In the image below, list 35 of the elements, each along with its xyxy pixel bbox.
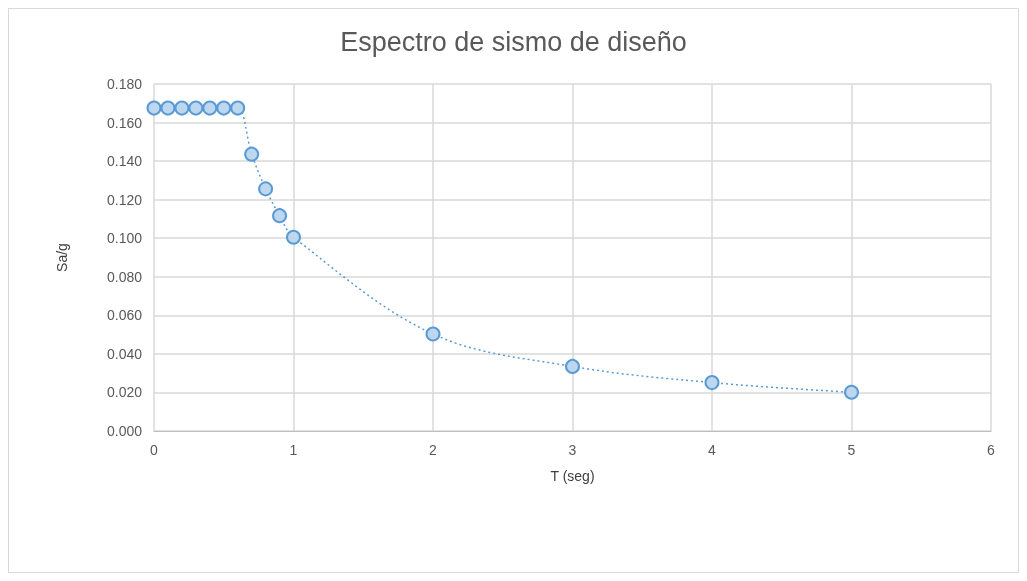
y-tick-label: 0.060 <box>106 307 143 324</box>
x-tick-label: 0 <box>150 442 159 458</box>
y-tick-label: 0.180 <box>106 76 143 92</box>
y-tick-label: 0.100 <box>106 230 143 247</box>
x-tick-label: 2 <box>429 442 438 458</box>
y-tick-label: 0.140 <box>106 153 143 170</box>
point <box>202 100 218 116</box>
point <box>272 208 288 224</box>
y-tick-label: 0.040 <box>106 345 143 362</box>
point <box>425 326 441 342</box>
y-axis-title: Sa/g <box>54 243 70 272</box>
point <box>844 384 859 400</box>
point <box>160 100 176 116</box>
point <box>244 146 260 162</box>
point <box>146 100 162 116</box>
point <box>286 229 301 245</box>
point <box>565 358 580 374</box>
x-tick-label: 5 <box>847 442 856 458</box>
y-tick-label: 0.160 <box>106 114 143 131</box>
point <box>258 181 274 197</box>
x-tick-label: 6 <box>987 442 996 458</box>
point <box>704 375 720 391</box>
point <box>230 100 246 116</box>
point <box>188 100 204 116</box>
y-tick-label: 0.080 <box>106 268 143 285</box>
x-axis-title: T (seg) <box>550 468 595 484</box>
x-tick-label: 3 <box>568 442 577 458</box>
chart-title: Espectro de sismo de diseño <box>340 26 687 57</box>
point <box>174 100 190 116</box>
point <box>216 100 232 116</box>
y-tick-label: 0.020 <box>106 384 143 401</box>
x-tick-label: 4 <box>708 442 717 458</box>
y-tick-label: 0.000 <box>106 423 143 439</box>
x-tick-label: 1 <box>289 442 298 458</box>
y-tick-label: 0.120 <box>106 191 143 208</box>
